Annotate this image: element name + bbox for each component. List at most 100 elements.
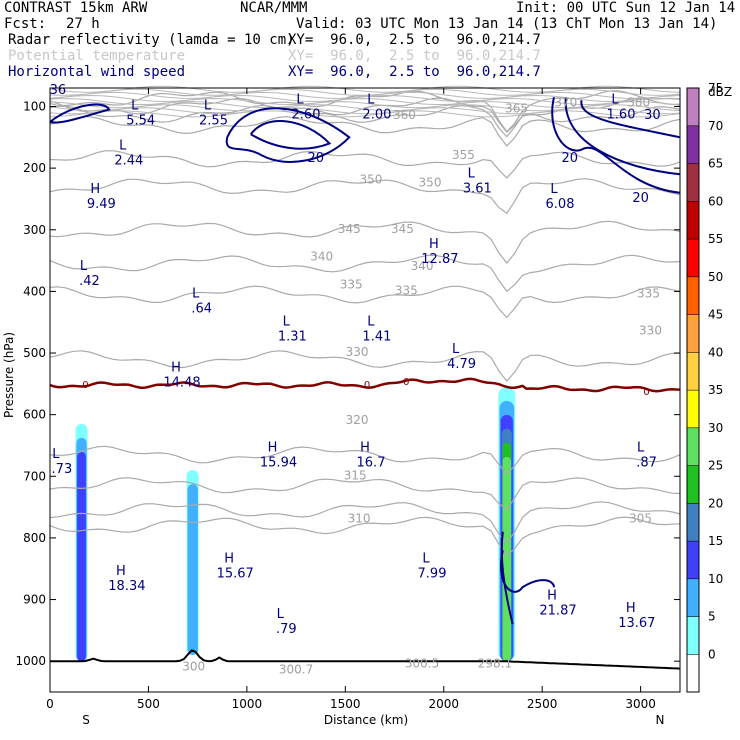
low-marker: L bbox=[422, 552, 430, 567]
org-label: NCAR/MMM bbox=[240, 0, 308, 16]
y-tick-label: 600 bbox=[23, 408, 46, 422]
y-tick-label: 800 bbox=[23, 531, 46, 545]
theta-label: 360 bbox=[393, 108, 416, 122]
extremum-value: 7.99 bbox=[418, 567, 447, 582]
field-theta-xy: XY= 96.0, 2.5 to 96.0,214.7 bbox=[288, 48, 541, 64]
theta-line-350 bbox=[49, 178, 681, 215]
y-tick-label: 900 bbox=[23, 593, 46, 607]
zero-line-label: 0 bbox=[82, 380, 88, 391]
theta-upper-line bbox=[49, 107, 681, 115]
colorbar-unit: dBZ bbox=[708, 85, 732, 99]
theta-label: 335 bbox=[340, 277, 363, 291]
terrain bbox=[50, 649, 681, 670]
y-tick-label: 700 bbox=[23, 469, 46, 483]
reflectivity-cell-30dbz bbox=[502, 456, 511, 662]
colorbar-swatch-35 bbox=[686, 389, 700, 429]
high-marker: H bbox=[360, 441, 370, 456]
y-tick-label: 1000 bbox=[15, 654, 46, 668]
extremum-value: 12.87 bbox=[421, 252, 458, 267]
x-tick-label: 2000 bbox=[428, 697, 459, 711]
low-marker: L bbox=[637, 441, 645, 456]
colorbar-label: 50 bbox=[708, 270, 723, 284]
plot-frame bbox=[49, 87, 681, 693]
theta-label: 340 bbox=[310, 250, 333, 264]
field-theta: Potential temperature bbox=[8, 48, 186, 64]
theta-label: 310 bbox=[348, 512, 371, 526]
colorbar-swatch-75 bbox=[686, 87, 700, 127]
x-end-left: S bbox=[82, 713, 90, 727]
extremum-value: 5.54 bbox=[126, 114, 155, 129]
theta-label: 300.7 bbox=[279, 663, 313, 677]
x-tick-label: 1500 bbox=[330, 697, 361, 711]
low-marker: L bbox=[611, 92, 619, 107]
high-marker: H bbox=[547, 589, 557, 604]
theta-line-310 bbox=[49, 501, 681, 544]
low-marker: L bbox=[367, 92, 375, 107]
theta-label: 335 bbox=[637, 287, 660, 301]
low-marker: L bbox=[131, 99, 139, 114]
high-marker: H bbox=[171, 361, 181, 376]
wind-contour bbox=[580, 100, 681, 139]
y-tick-label: 200 bbox=[23, 161, 46, 175]
colorbar-label: 45 bbox=[708, 308, 723, 322]
colorbar-label: 20 bbox=[708, 496, 723, 510]
theta-label: 330 bbox=[639, 324, 662, 338]
colorbar-swatch-15 bbox=[686, 540, 700, 580]
field-reflectivity: Radar reflectivity (lamda = 10 cm) bbox=[8, 32, 295, 48]
terrain-line bbox=[50, 649, 681, 670]
x-tick-label: 1000 bbox=[232, 697, 263, 711]
low-marker: L bbox=[283, 314, 291, 329]
theta-line-305 bbox=[49, 516, 681, 557]
theta-label: 350 bbox=[359, 173, 382, 187]
theta-label: 300 bbox=[182, 659, 205, 673]
high-marker: H bbox=[268, 441, 278, 456]
colorbar-swatch-10 bbox=[686, 578, 700, 617]
colorbar-label: 25 bbox=[708, 459, 723, 473]
theta-upper-line bbox=[49, 101, 681, 109]
theta-label: 335 bbox=[395, 284, 418, 298]
theta-line-340 bbox=[49, 254, 681, 293]
theta-label: 315 bbox=[344, 468, 367, 482]
fcst-label: Fcst: bbox=[4, 16, 47, 32]
colorbar-label: 40 bbox=[708, 345, 723, 359]
x-end-right: N bbox=[656, 713, 665, 727]
colorbar-swatch-5 bbox=[686, 616, 700, 655]
wind-contour bbox=[564, 97, 681, 176]
wind-contour bbox=[49, 103, 111, 124]
colorbar-swatch-50 bbox=[686, 276, 700, 315]
theta-label: 298.1 bbox=[478, 656, 512, 670]
y-axis-label: Pressure (hPa) bbox=[2, 332, 16, 418]
low-marker: L bbox=[468, 166, 476, 181]
colorbar-swatch-20 bbox=[686, 503, 700, 542]
colorbar: 0 5 10 15 20 25 30 35 40 45 50 55 60 65 70 75 bbox=[686, 81, 723, 693]
high-marker: H bbox=[90, 182, 100, 197]
theta-upper-line bbox=[49, 88, 681, 96]
extremum-value: 18.34 bbox=[108, 579, 145, 594]
theta-line-335 bbox=[49, 285, 681, 319]
high-marker: H bbox=[626, 601, 636, 616]
extremum-value: 13.67 bbox=[618, 616, 655, 631]
extremum-value: .87 bbox=[636, 456, 657, 471]
theta-label: 345 bbox=[391, 222, 414, 236]
field-wind-xy: XY= 96.0, 2.5 to 96.0,214.7 bbox=[288, 64, 541, 80]
extremum-value: 14.48 bbox=[163, 376, 200, 391]
theta-label: 330 bbox=[346, 345, 369, 359]
extremum-value: 3.61 bbox=[463, 181, 492, 196]
y-tick-label: 400 bbox=[23, 284, 46, 298]
theta-label: 370 bbox=[554, 96, 577, 110]
wind-contour bbox=[250, 120, 332, 150]
colorbar-label: 30 bbox=[708, 421, 723, 435]
theta-label: 380 bbox=[627, 96, 650, 110]
zero-line-label: 0 bbox=[403, 377, 409, 388]
reflectivity-cell-15dbz bbox=[77, 451, 86, 662]
low-marker: L bbox=[550, 182, 558, 197]
extremum-value: 2.55 bbox=[199, 114, 228, 129]
theta-label: 355 bbox=[452, 148, 475, 162]
colorbar-label: 65 bbox=[708, 157, 723, 171]
high-marker: H bbox=[116, 564, 126, 579]
wind-label: 20 bbox=[562, 151, 579, 166]
theta-line-345 bbox=[49, 220, 681, 264]
